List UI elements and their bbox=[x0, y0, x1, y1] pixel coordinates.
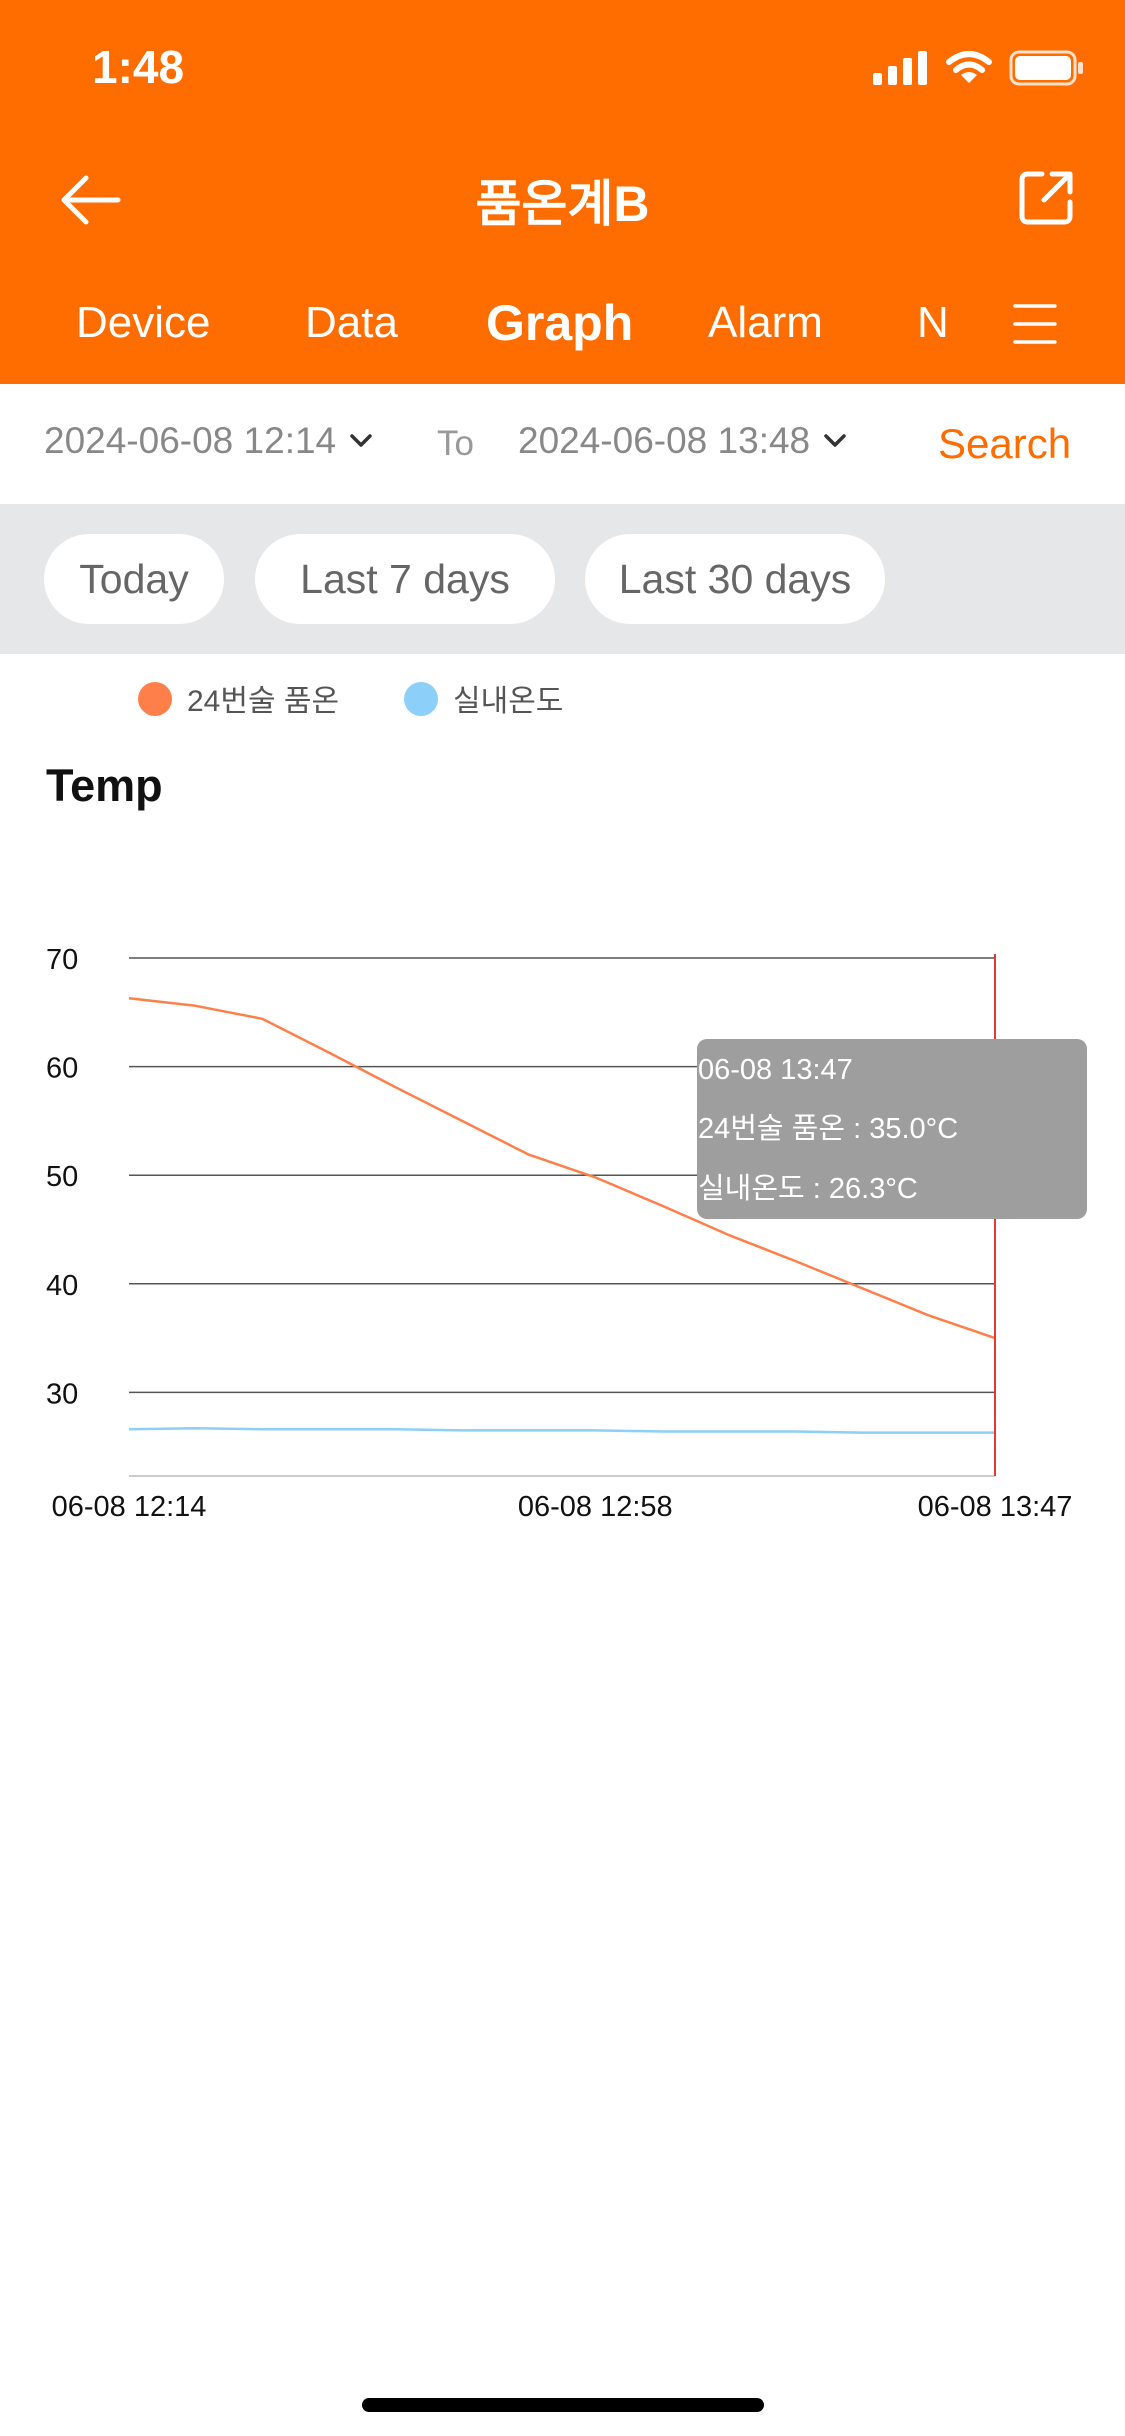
last-30-days-button[interactable]: Last 30 days bbox=[585, 534, 885, 624]
menu-icon[interactable] bbox=[1013, 302, 1057, 346]
x-tick-label: 06-08 12:14 bbox=[52, 1491, 207, 1523]
date-to-value: 2024-06-08 13:48 bbox=[518, 420, 811, 461]
battery-icon bbox=[1009, 50, 1083, 86]
chart-title: Temp bbox=[46, 760, 163, 811]
temperature-chart: 24번술 품온 실내온도 Temp 30 40 50 60 70 06-08 12:14 06-0… bbox=[46, 682, 1087, 1523]
tab-device[interactable]: Device bbox=[76, 298, 211, 347]
back-arrow-icon[interactable] bbox=[56, 165, 126, 235]
legend-swatch bbox=[404, 682, 438, 716]
legend-label: 24번술 품온 bbox=[187, 685, 339, 718]
tab-data[interactable]: Data bbox=[305, 298, 398, 347]
home-indicator bbox=[362, 2398, 764, 2412]
tooltip-value: 실내온도 : 26.3°C bbox=[698, 1173, 918, 1205]
wifi-icon bbox=[946, 51, 992, 83]
y-tick-label: 60 bbox=[46, 1053, 78, 1085]
x-tick-label: 06-08 13:47 bbox=[918, 1491, 1073, 1523]
y-tick-label: 70 bbox=[46, 944, 78, 976]
chart-container: 24번술 품온 실내온도 Temp 30 40 50 60 70 06-08 12:14 06-0… bbox=[0, 654, 1125, 1554]
chevron-down-icon bbox=[350, 434, 372, 447]
legend-swatch bbox=[138, 682, 172, 716]
external-link-icon[interactable] bbox=[1016, 168, 1076, 228]
to-label: To bbox=[437, 424, 474, 463]
tab-alarm[interactable]: Alarm bbox=[708, 298, 823, 347]
status-time: 1:48 bbox=[92, 41, 185, 93]
date-to-picker[interactable]: 2024-06-08 13:48 bbox=[518, 420, 846, 462]
tab-graph[interactable]: Graph bbox=[486, 295, 634, 351]
tooltip-box bbox=[697, 1039, 1087, 1219]
status-icons bbox=[873, 50, 1085, 86]
last-7-days-button[interactable]: Last 7 days bbox=[255, 534, 555, 624]
tab-bar: Device Data Graph Alarm N bbox=[0, 290, 1125, 360]
y-tick-label: 40 bbox=[46, 1270, 78, 1302]
cellular-signal-icon bbox=[873, 51, 927, 85]
search-button[interactable]: Search bbox=[938, 420, 1072, 467]
app-header: 1:48 품온계B Device Data Graph Alarm N bbox=[0, 0, 1125, 384]
date-range-bar: 2024-06-08 12:14 To 2024-06-08 13:48 Sea… bbox=[0, 384, 1125, 504]
tooltip-time: 06-08 13:47 bbox=[698, 1054, 853, 1086]
series-line-2 bbox=[128, 1426, 995, 1434]
today-button[interactable]: Today bbox=[44, 534, 224, 624]
date-from-value: 2024-06-08 12:14 bbox=[44, 420, 337, 461]
tooltip-value: 24번술 품온 : 35.0°C bbox=[698, 1113, 958, 1145]
quick-range-bar: Today Last 7 days Last 30 days bbox=[0, 504, 1125, 654]
date-from-picker[interactable]: 2024-06-08 12:14 bbox=[44, 420, 372, 462]
y-tick-label: 50 bbox=[46, 1161, 78, 1193]
series-line-1 bbox=[128, 996, 996, 1340]
legend-label: 실내온도 bbox=[453, 685, 563, 718]
y-tick-label: 30 bbox=[46, 1378, 78, 1410]
chevron-down-icon bbox=[824, 434, 846, 447]
x-tick-label: 06-08 12:58 bbox=[518, 1491, 673, 1523]
page-title: 품온계B bbox=[475, 176, 650, 232]
tab-n[interactable]: N bbox=[917, 298, 949, 347]
